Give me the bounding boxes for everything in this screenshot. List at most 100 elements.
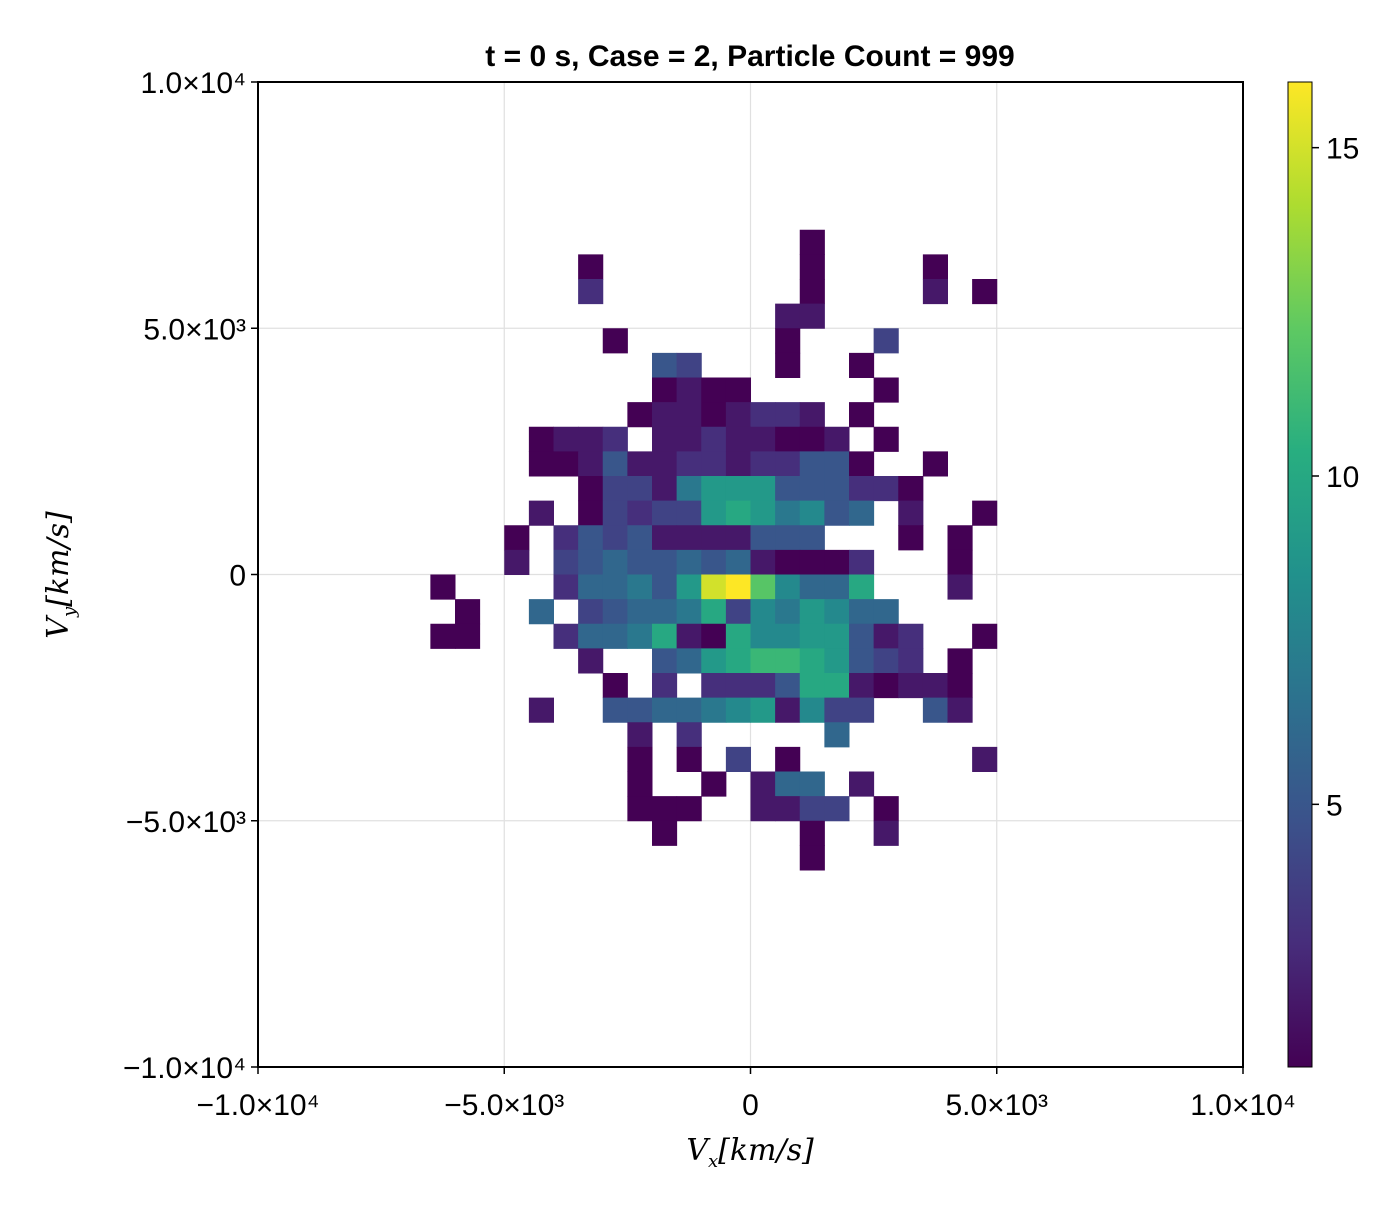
- heatmap-cell: [873, 328, 899, 354]
- heatmap-cell: [750, 771, 776, 797]
- heatmap-cell: [602, 549, 628, 575]
- heatmap-cell: [873, 796, 899, 822]
- x-axis-label-main: V: [686, 1133, 711, 1168]
- heatmap-cell: [775, 476, 801, 502]
- heatmap-cell: [652, 525, 678, 551]
- heatmap-cell: [775, 574, 801, 600]
- heatmap-cell: [652, 352, 678, 378]
- heatmap-cell: [849, 673, 875, 699]
- heatmap-cell: [972, 746, 998, 772]
- heatmap-cell: [553, 525, 579, 551]
- heatmap-cell: [676, 746, 702, 772]
- heatmap-cell: [922, 673, 948, 699]
- heatmap-cell: [701, 599, 727, 625]
- heatmap-cell: [898, 476, 924, 502]
- heatmap-cell: [652, 377, 678, 403]
- heatmap-cell: [750, 451, 776, 477]
- heatmap-cell: [701, 500, 727, 526]
- heatmap-cell: [775, 500, 801, 526]
- heatmap-cell: [725, 451, 751, 477]
- heatmap-cell: [725, 525, 751, 551]
- heatmap-cell: [578, 279, 604, 305]
- heatmap-cell: [725, 500, 751, 526]
- heatmap-cell: [676, 500, 702, 526]
- heatmap-cell: [701, 549, 727, 575]
- y-tick-label: 5.0×10³: [143, 313, 246, 346]
- heatmap-cell: [602, 328, 628, 354]
- heatmap-cell: [873, 426, 899, 452]
- heatmap-cell: [676, 525, 702, 551]
- y-tick-label: −1.0×10⁴: [123, 1052, 246, 1085]
- heatmap-cell: [652, 574, 678, 600]
- heatmap-cells: [430, 229, 998, 871]
- heatmap-cell: [701, 377, 727, 403]
- heatmap-cell: [528, 599, 554, 625]
- heatmap-cell: [750, 648, 776, 674]
- heatmap-cell: [799, 303, 825, 329]
- heatmap-cell: [799, 574, 825, 600]
- heatmap-cell: [824, 476, 850, 502]
- heatmap-cell: [676, 402, 702, 428]
- heatmap-cell: [972, 623, 998, 649]
- heatmap-cell: [750, 673, 776, 699]
- heatmap-cell: [775, 328, 801, 354]
- heatmap-cell: [799, 451, 825, 477]
- heatmap-cell: [873, 648, 899, 674]
- heatmap-cell: [775, 451, 801, 477]
- colorbar-ticks: 5 10 15: [1312, 133, 1359, 822]
- heatmap-cell: [775, 746, 801, 772]
- heatmap-cell: [873, 820, 899, 846]
- heatmap-cell: [750, 402, 776, 428]
- heatmap-cell: [652, 402, 678, 428]
- heatmap-cell: [602, 500, 628, 526]
- heatmap-cell: [578, 426, 604, 452]
- heatmap-cell: [627, 451, 653, 477]
- heatmap-cell: [750, 525, 776, 551]
- x-tick-label: 5.0×10³: [945, 1089, 1048, 1122]
- heatmap-cell: [602, 697, 628, 723]
- heatmap-cell: [627, 476, 653, 502]
- heatmap-cell: [602, 623, 628, 649]
- y-axis-ticks: −1.0×10⁴ −5.0×10³ 0 5.0×10³ 1.0×10⁴: [123, 67, 258, 1085]
- heatmap-cell: [750, 549, 776, 575]
- heatmap-cell: [799, 673, 825, 699]
- heatmap-cell: [725, 402, 751, 428]
- heatmap-cell: [849, 623, 875, 649]
- heatmap-cell: [652, 451, 678, 477]
- heatmap-cell: [652, 648, 678, 674]
- heatmap-cell: [676, 451, 702, 477]
- heatmap-cell: [873, 599, 899, 625]
- heatmap-cell: [824, 796, 850, 822]
- heatmap-cell: [799, 697, 825, 723]
- y-axis-label: Vy[km/s]: [41, 511, 80, 639]
- heatmap-cell: [725, 673, 751, 699]
- heatmap-cell: [627, 599, 653, 625]
- heatmap-cell: [775, 673, 801, 699]
- heatmap-cell: [504, 549, 530, 575]
- heatmap-cell: [578, 574, 604, 600]
- heatmap-cell: [824, 623, 850, 649]
- heatmap-cell: [849, 402, 875, 428]
- heatmap-cell: [602, 426, 628, 452]
- heatmap-cell: [947, 697, 973, 723]
- heatmap-cell: [504, 525, 530, 551]
- heatmap-cell: [849, 500, 875, 526]
- heatmap-cell: [849, 771, 875, 797]
- heatmap-cell: [849, 352, 875, 378]
- heatmap-cell: [725, 549, 751, 575]
- heatmap-cell: [455, 599, 481, 625]
- heatmap-cell: [528, 500, 554, 526]
- heatmap-cell: [775, 648, 801, 674]
- heatmap-cell: [799, 229, 825, 255]
- heatmap-cell: [701, 451, 727, 477]
- y-tick-label: 0: [229, 560, 246, 593]
- heatmap-cell: [799, 845, 825, 871]
- x-axis-ticks: −1.0×10⁴ −5.0×10³ 0 5.0×10³ 1.0×10⁴: [196, 1067, 1296, 1122]
- heatmap-cell: [947, 549, 973, 575]
- heatmap-cell: [799, 549, 825, 575]
- heatmap-cell: [455, 623, 481, 649]
- heatmap-cell: [676, 352, 702, 378]
- heatmap-cell: [799, 254, 825, 280]
